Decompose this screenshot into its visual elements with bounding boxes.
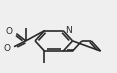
- Text: O: O: [4, 44, 11, 53]
- Text: O: O: [6, 27, 13, 36]
- Text: N: N: [66, 26, 72, 35]
